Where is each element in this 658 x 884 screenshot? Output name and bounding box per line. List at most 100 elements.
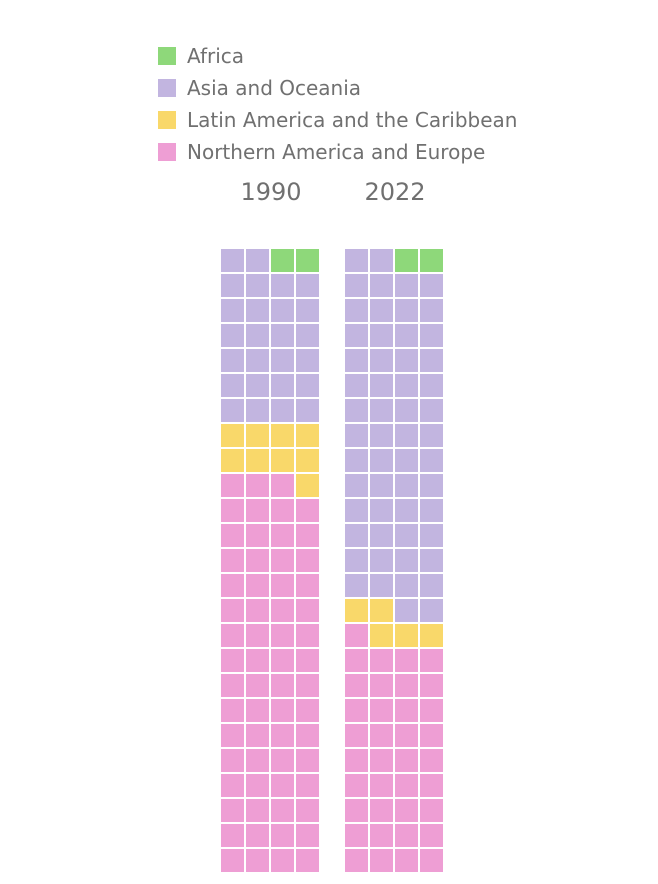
waffle-cell [296,674,319,697]
waffle-cell [221,699,244,722]
waffle-cell [395,849,418,872]
waffle-cell [395,624,418,647]
waffle-cell [420,374,443,397]
waffle-cell [395,699,418,722]
waffle-cell [271,249,294,272]
waffle-cell [246,249,269,272]
waffle-column-1990 [221,249,319,872]
waffle-cell [395,799,418,822]
waffle-cell [345,599,368,622]
waffle-cell [246,324,269,347]
waffle-cell [420,274,443,297]
legend-label-asia-oceania: Asia and Oceania [187,76,362,100]
waffle-cell [395,374,418,397]
waffle-cell [246,774,269,797]
waffle-cell [271,699,294,722]
waffle-cell [271,474,294,497]
waffle-cell [370,374,393,397]
waffle-cell [246,674,269,697]
waffle-cell [345,724,368,747]
waffle-cell [395,724,418,747]
waffle-cell [420,424,443,447]
waffle-cell [221,499,244,522]
waffle-cell [296,249,319,272]
legend-label-africa: Africa [187,44,245,68]
waffle-cell [271,574,294,597]
waffle-cell [345,699,368,722]
waffle-cell [246,599,269,622]
waffle-cell [345,474,368,497]
waffle-cell [370,774,393,797]
waffle-cell [345,324,368,347]
waffle-cell [370,849,393,872]
waffle-cell [370,799,393,822]
waffle-cell [345,299,368,322]
waffle-cell [370,649,393,672]
waffle-cell [420,549,443,572]
waffle-cell [395,774,418,797]
waffle-cell [395,574,418,597]
waffle-cell [296,724,319,747]
waffle-cell [420,574,443,597]
waffle-cell [370,699,393,722]
waffle-cell [271,349,294,372]
waffle-cell [296,299,319,322]
waffle-cell [246,699,269,722]
waffle-cell [221,674,244,697]
waffle-cell [246,274,269,297]
waffle-cell [370,324,393,347]
waffle-cell [296,649,319,672]
waffle-cell [246,624,269,647]
waffle-cell [246,724,269,747]
waffle-cell [420,799,443,822]
waffle-cell [296,449,319,472]
waffle-cell [345,499,368,522]
waffle-cell [246,799,269,822]
waffle-cell [370,824,393,847]
waffle-cell [345,424,368,447]
waffle-cell [271,649,294,672]
waffle-cell [221,724,244,747]
legend-item-latin-america: Latin America and the Caribbean [158,104,517,136]
waffle-cell [370,474,393,497]
legend-label-northern-america-europe: Northern America and Europe [187,140,486,164]
legend-item-northern-america-europe: Northern America and Europe [158,136,517,168]
waffle-cell [221,649,244,672]
waffle-cell [370,399,393,422]
waffle-cell [296,499,319,522]
waffle-cell [271,749,294,772]
waffle-cell [246,524,269,547]
waffle-cell [420,649,443,672]
waffle-cell [345,799,368,822]
waffle-cell [420,774,443,797]
waffle-cell [296,574,319,597]
legend: Africa Asia and Oceania Latin America an… [158,40,517,168]
waffle-cell [271,849,294,872]
waffle-cell [395,674,418,697]
waffle-cell [246,499,269,522]
waffle-cell [345,849,368,872]
waffle-cell [395,499,418,522]
waffle-cell [420,849,443,872]
waffle-cell [370,424,393,447]
legend-swatch-asia-oceania [158,79,176,97]
waffle-cell [246,749,269,772]
waffle-cell [221,749,244,772]
waffle-cell [420,624,443,647]
waffle-cell [370,724,393,747]
waffle-column-2022 [345,249,443,872]
waffle-cell [221,624,244,647]
waffle-cell [395,424,418,447]
waffle-cell [221,349,244,372]
waffle-cell [420,399,443,422]
waffle-cell [221,774,244,797]
waffle-cell [420,599,443,622]
legend-label-latin-america: Latin America and the Caribbean [187,108,518,132]
waffle-cell [370,749,393,772]
waffle-cell [221,599,244,622]
waffle-cell [221,474,244,497]
waffle-cell [296,424,319,447]
waffle-cell [395,299,418,322]
waffle-cell [271,274,294,297]
waffle-cell [271,624,294,647]
